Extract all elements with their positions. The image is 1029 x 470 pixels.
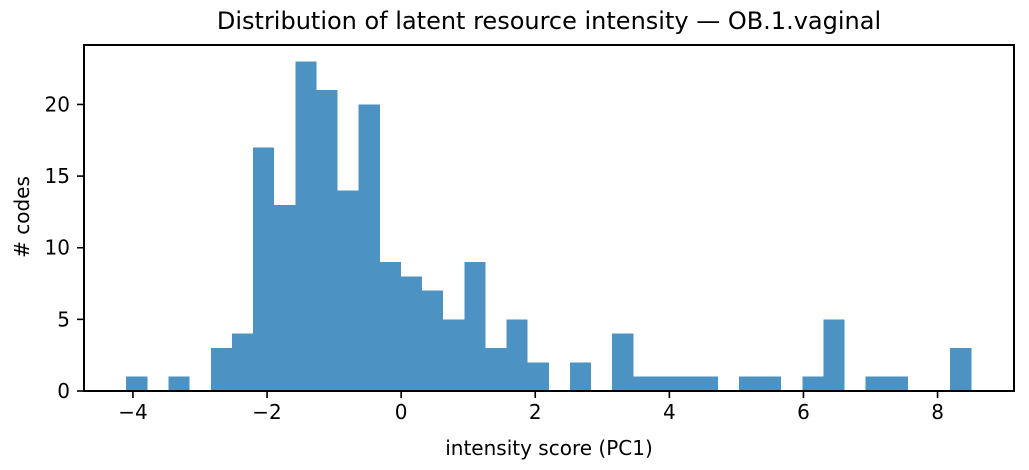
x-axis-label: intensity score (PC1) — [445, 436, 653, 460]
histogram-bar — [506, 319, 528, 391]
y-tick-label: 5 — [57, 307, 70, 331]
histogram-bar — [569, 362, 592, 391]
x-tick-label: 4 — [663, 400, 676, 424]
x-tick-label: 0 — [395, 400, 408, 424]
y-tick-label: 20 — [45, 92, 70, 116]
histogram-bar — [464, 262, 486, 391]
y-tick-label: 0 — [57, 379, 70, 403]
x-tick-label: 2 — [529, 400, 542, 424]
plot-spines — [83, 44, 1015, 392]
histogram-bar — [126, 376, 148, 391]
histogram-bar — [633, 376, 655, 391]
histogram-bar — [443, 319, 465, 391]
histogram-bar — [274, 204, 296, 391]
histogram-bar — [950, 348, 972, 391]
histogram-bar — [675, 376, 697, 391]
histogram-bar — [696, 376, 718, 391]
x-tick-label: 8 — [931, 400, 944, 424]
histogram-bar — [168, 376, 190, 391]
histogram-bar — [337, 190, 359, 391]
histogram-bar — [886, 376, 908, 391]
x-tick-label: −2 — [252, 400, 281, 424]
histogram-bar — [865, 376, 887, 391]
histogram-bar — [654, 376, 676, 391]
histogram-bar — [802, 376, 824, 391]
histogram-bar — [379, 262, 401, 391]
histogram-bar — [738, 376, 761, 391]
histogram-bar — [231, 333, 254, 391]
histogram-bar — [316, 90, 338, 391]
y-tick-label: 10 — [45, 236, 70, 260]
histogram-bar — [295, 61, 317, 391]
y-axis-label: # codes — [10, 176, 34, 258]
histogram-bar — [485, 348, 507, 391]
histogram-bar — [400, 276, 423, 391]
histogram-bar — [210, 348, 232, 391]
histogram-bar — [527, 362, 549, 391]
x-tick-label: 6 — [797, 400, 810, 424]
histogram-bar — [253, 147, 275, 391]
histogram-bar — [358, 104, 380, 392]
y-tick-label: 15 — [45, 164, 70, 188]
histogram-bar — [760, 376, 782, 391]
histogram-bar — [422, 290, 444, 391]
chart-title: Distribution of latent resource intensit… — [216, 7, 882, 35]
histogram-bar — [612, 333, 634, 391]
histogram-bar — [823, 319, 845, 391]
x-tick-label: −4 — [118, 400, 147, 424]
